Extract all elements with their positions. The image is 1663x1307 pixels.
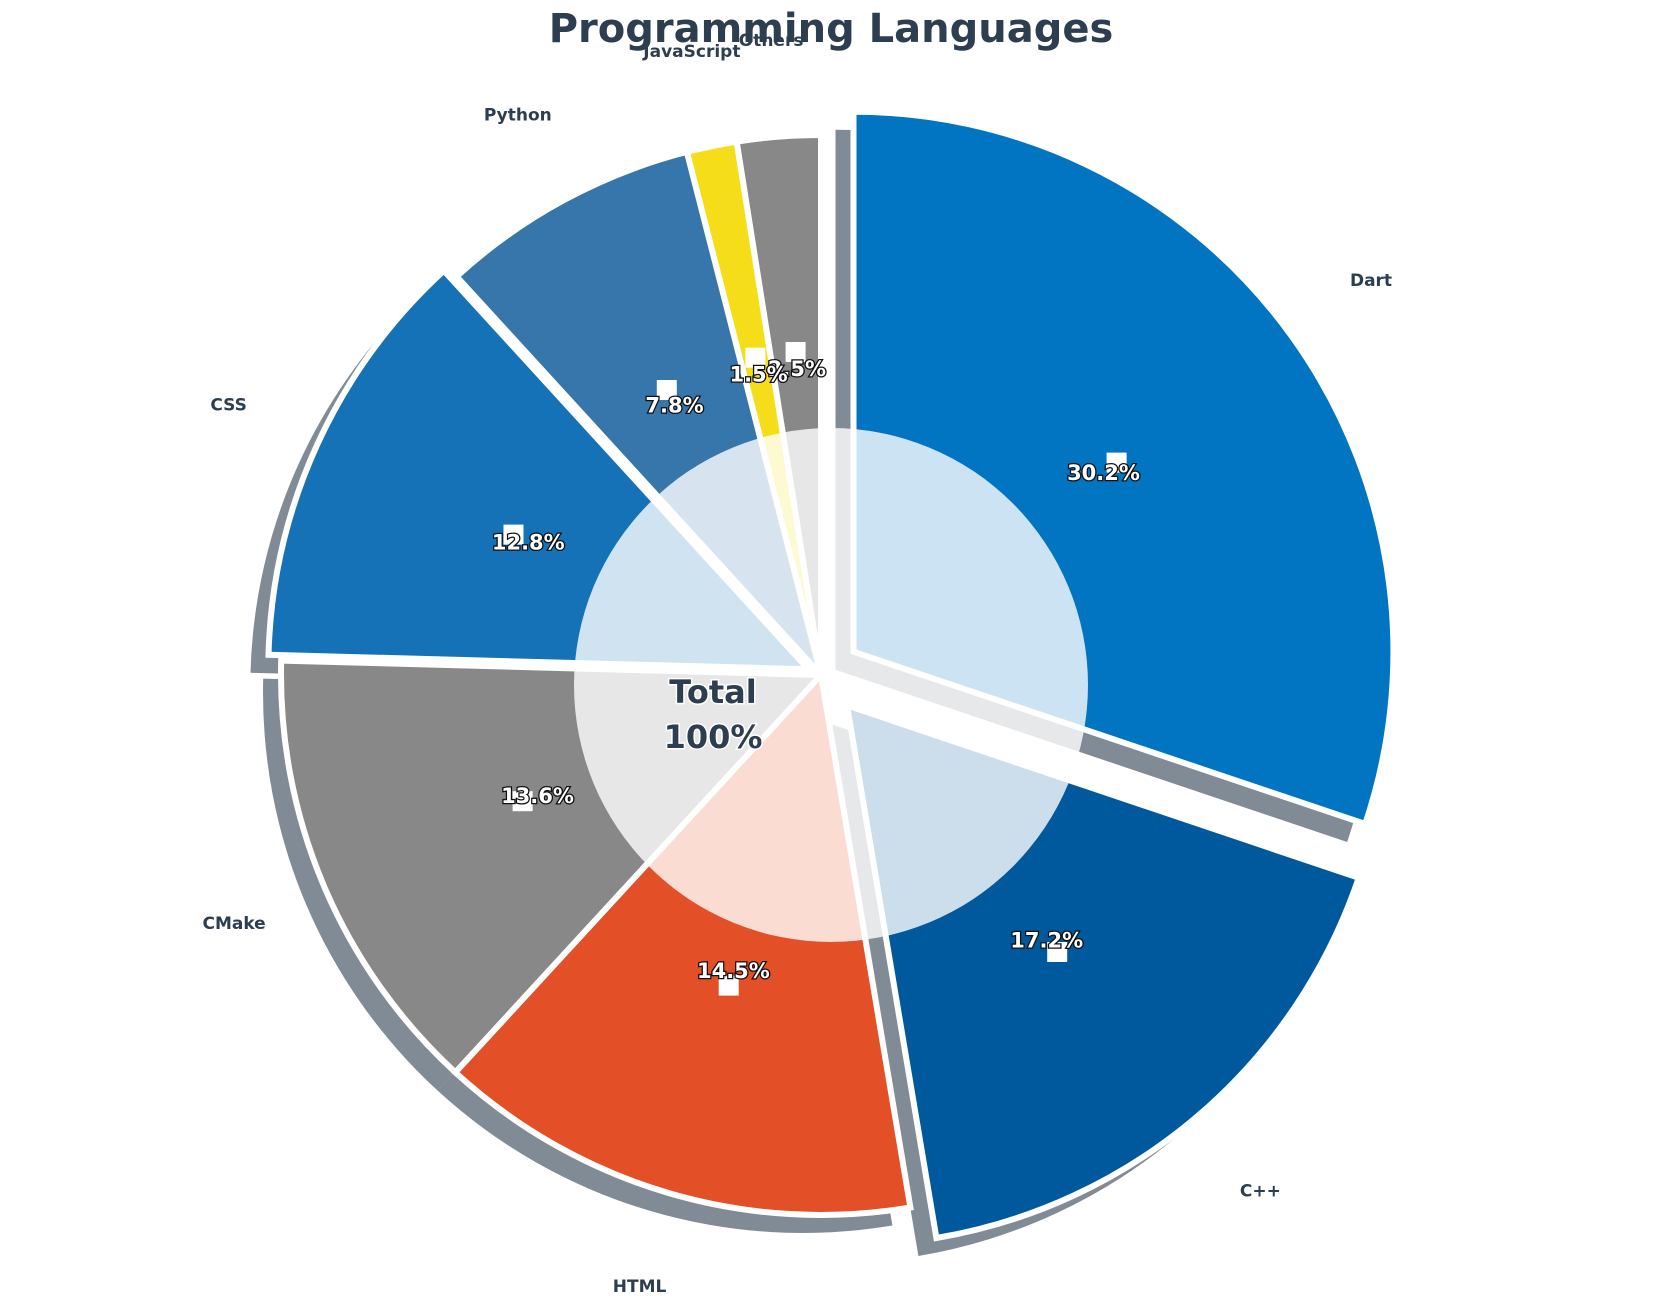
percent-label-html: 14.5% — [697, 959, 770, 983]
category-label-javascript: JavaScript — [642, 42, 740, 62]
slice-marker-css — [503, 524, 524, 545]
center-total-label: Total — [669, 673, 756, 711]
slice-marker-others — [785, 342, 806, 362]
category-label-cpp: C++ — [1240, 1181, 1281, 1201]
percent-label-cmake: 13.6% — [501, 784, 574, 808]
percent-label-cpp: 17.2% — [1010, 929, 1083, 953]
slice-marker-dart — [1106, 452, 1127, 473]
chart-title: Programming Languages — [549, 6, 1114, 52]
center-disc — [574, 428, 1088, 942]
category-label-cmake: CMake — [202, 914, 265, 934]
slice-marker-cmake — [512, 791, 533, 812]
percent-label-javascript: 1.5% — [729, 363, 787, 387]
category-label-html: HTML — [613, 1277, 667, 1297]
center-total-value: 100% — [664, 718, 763, 756]
slice-marker-cpp — [1047, 942, 1068, 962]
category-label-others: Others — [739, 31, 804, 51]
slice-markers — [503, 342, 1127, 996]
percent-label-dart: 30.2% — [1067, 461, 1140, 485]
percent-label-css: 12.8% — [492, 530, 565, 554]
category-label-css: CSS — [210, 396, 247, 416]
slice-marker-javascript — [745, 347, 766, 368]
slice-marker-python — [656, 380, 677, 400]
percent-label-python: 7.8% — [645, 393, 703, 417]
slice-marker-html — [718, 975, 739, 996]
percent-label-others: 2.5% — [768, 357, 826, 381]
category-label-dart: Dart — [1350, 271, 1392, 291]
center-overlay — [574, 428, 1088, 942]
category-label-python: Python — [484, 106, 552, 126]
percent-labels: 2.5%1.5% 7.8% 12.8% 13.6% 14.5% 17.2% 30.2% — [491, 356, 1142, 985]
